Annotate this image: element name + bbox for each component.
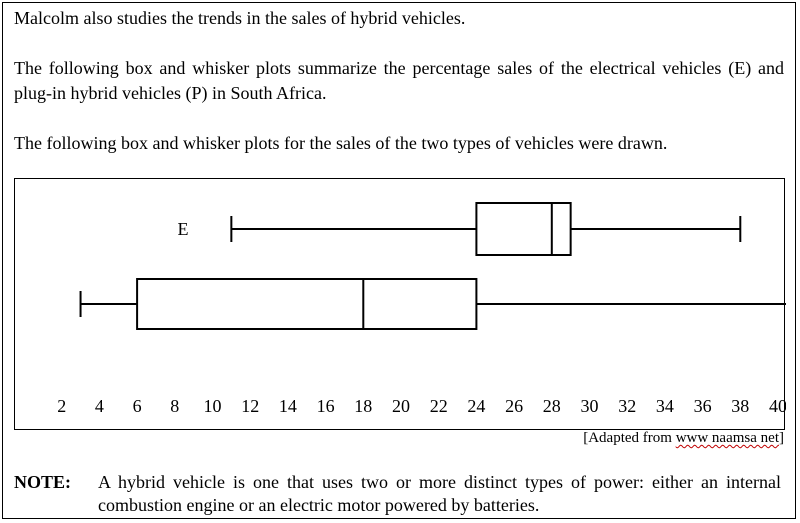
note-label: NOTE: [14, 472, 72, 492]
x-tick-label: 22 [430, 396, 448, 416]
source-prefix: [Adapted from [583, 430, 676, 446]
source-suffix: ] [779, 430, 784, 446]
note-text: A hybrid vehicle is one that uses two or… [98, 472, 781, 515]
x-tick-label: 26 [505, 396, 523, 416]
x-tick-label: 8 [170, 396, 179, 416]
x-tick-label: 38 [731, 396, 749, 416]
source-citation: [Adapted from www naamsa net] [583, 428, 784, 448]
x-tick-label: 36 [694, 396, 712, 416]
box-plot-svg: E2 4 6 8 10 12 14 16 18 20 22 24 26 28 30 32 34 36 38 40 [57, 202, 786, 416]
x-tick-label: 20 [392, 396, 410, 416]
box-e-label: E [178, 219, 189, 239]
x-tick-label: 34 [656, 396, 674, 416]
box-e-iqr-box [475, 202, 572, 256]
box-series-2-iqr-box [136, 278, 478, 330]
description-paragraph: The following box and whisker plots summ… [14, 58, 784, 103]
x-tick-label: 6 [133, 396, 142, 416]
x-tick-label: 30 [581, 396, 599, 416]
x-tick-label: 28 [543, 396, 561, 416]
intro-paragraph: Malcolm also studies the trends in the s… [14, 8, 466, 28]
x-tick-label: 32 [618, 396, 636, 416]
x-tick-label: 12 [241, 396, 259, 416]
x-tick-label: 18 [354, 396, 372, 416]
source-site: www naamsa net [675, 430, 779, 446]
x-tick-label: 14 [279, 396, 297, 416]
x-tick-label: 16 [317, 396, 335, 416]
x-tick-label: 24 [467, 396, 485, 416]
x-tick-label: 2 [57, 396, 66, 416]
x-tick-label: 40 [769, 396, 786, 416]
x-tick-label: 10 [204, 396, 222, 416]
x-tick-label: 4 [95, 396, 104, 416]
drawn-paragraph: The following box and whisker plots for … [14, 133, 668, 153]
box-plot-chart: E 2 4 6 8 10 12 14 16 18 20 22 24 26 28 30 32 34 36 38 40 [14, 178, 786, 430]
